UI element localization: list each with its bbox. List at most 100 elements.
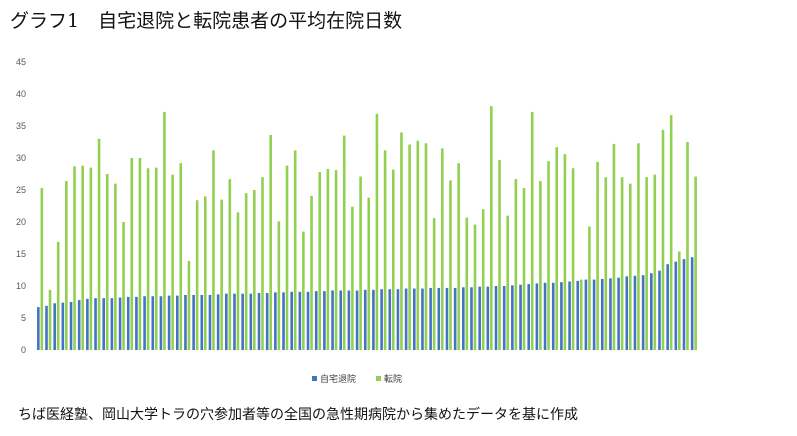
bar-transfer: [432, 218, 436, 350]
bar-transfer: [596, 161, 599, 350]
bar-home-discharge: [77, 300, 81, 350]
bar-home-discharge: [478, 286, 481, 350]
bar-transfer: [171, 174, 174, 350]
bar-transfer: [105, 174, 109, 350]
y-tick-label: 40: [16, 89, 26, 99]
bar-transfer: [40, 188, 44, 350]
bar-transfer: [637, 143, 640, 350]
bar-transfer: [490, 106, 493, 350]
bar-transfer: [89, 167, 93, 350]
bar-transfer: [645, 177, 648, 350]
bar-transfer: [138, 158, 142, 350]
bar-transfer: [408, 144, 411, 350]
bar-transfer: [277, 221, 281, 350]
bar-transfer: [130, 158, 134, 350]
bar-transfer: [530, 111, 534, 350]
bar-transfer: [612, 143, 616, 350]
bar-home-discharge: [674, 261, 678, 350]
bar-home-discharge: [380, 289, 383, 350]
bar-transfer: [73, 166, 76, 350]
legend-label: 自宅退院: [320, 373, 356, 385]
bar-transfer: [310, 195, 313, 350]
bar-home-discharge: [388, 289, 392, 350]
bar-home-discharge: [126, 296, 130, 350]
source-note: ちば医経塾、岡山大学トラの穴参加者等の全国の急性期病院から集めたデータを基に作成: [18, 407, 578, 423]
bar-transfer: [302, 231, 305, 350]
bar-home-discharge: [372, 289, 375, 350]
y-tick-label: 35: [16, 121, 26, 131]
bar-home-discharge: [363, 289, 367, 350]
bar-transfer: [473, 224, 477, 350]
bar-transfer: [678, 251, 681, 350]
bar-transfer: [391, 169, 395, 350]
y-tick-label: 45: [16, 57, 26, 67]
bar-transfer: [375, 113, 379, 350]
bar-home-discharge: [584, 279, 588, 350]
bar-home-discharge: [462, 287, 465, 350]
bar-home-discharge: [551, 282, 555, 350]
y-tick-label: 20: [16, 217, 26, 227]
bar-transfer: [187, 261, 191, 350]
bar-home-discharge: [69, 302, 73, 350]
bar-home-discharge: [175, 295, 179, 350]
bar-home-discharge: [184, 294, 187, 350]
bar-transfer: [253, 190, 256, 350]
bar-transfer: [114, 183, 117, 350]
bar-home-discharge: [216, 294, 220, 350]
bar-transfer: [195, 200, 199, 350]
bar-home-discharge: [118, 297, 122, 350]
bar-transfer: [334, 170, 338, 350]
bar-home-discharge: [641, 275, 645, 350]
bar-transfer: [579, 279, 583, 350]
bar-home-discharge: [519, 284, 522, 350]
bar-home-discharge: [151, 296, 155, 350]
bar-home-discharge: [494, 286, 498, 350]
bar-transfer: [514, 179, 518, 350]
bar-home-discharge: [535, 283, 539, 350]
bar-transfer: [441, 148, 444, 350]
bar-transfer: [236, 212, 240, 350]
bar-transfer: [506, 215, 509, 350]
bar-transfer: [367, 197, 371, 350]
bar-transfer: [539, 181, 542, 350]
bar-home-discharge: [396, 289, 400, 350]
bar-transfer: [424, 143, 428, 350]
bar-transfer: [220, 199, 223, 350]
bar-transfer: [522, 188, 526, 350]
bar-home-discharge: [331, 290, 334, 350]
bars: [37, 106, 697, 351]
y-axis: 0 5 10 15 20 25 30 35 40 45: [16, 57, 26, 355]
bar-transfer: [65, 181, 68, 350]
bar-home-discharge: [650, 273, 653, 350]
bar-transfer: [81, 165, 84, 350]
bar-transfer: [228, 179, 232, 350]
bar-transfer: [604, 177, 608, 350]
bar-home-discharge: [61, 302, 65, 350]
bar-home-discharge: [290, 291, 293, 350]
bar-home-discharge: [53, 303, 56, 350]
bar-transfer: [318, 172, 322, 350]
bar-home-discharge: [135, 296, 138, 350]
bar-home-discharge: [568, 281, 571, 350]
bar-home-discharge: [592, 279, 596, 350]
bar-home-discharge: [86, 298, 89, 350]
bar-transfer: [342, 135, 346, 350]
bar-home-discharge: [453, 287, 457, 350]
bar-transfer: [48, 289, 52, 350]
bar-home-discharge: [274, 292, 277, 350]
y-tick-label: 25: [16, 185, 26, 195]
bar-home-discharge: [502, 286, 506, 350]
bar-home-discharge: [404, 288, 408, 350]
bar-home-discharge: [445, 287, 449, 350]
bar-home-discharge: [167, 295, 171, 350]
bar-transfer: [465, 217, 469, 350]
bar-home-discharge: [143, 296, 146, 350]
legend: 自宅退院 転院: [312, 373, 402, 385]
bar-home-discharge: [314, 291, 318, 350]
bar-home-discharge: [265, 293, 269, 350]
bar-transfer: [400, 132, 403, 350]
bar-transfer: [563, 154, 567, 350]
bar-home-discharge: [233, 293, 236, 350]
bar-home-discharge: [437, 287, 441, 350]
bar-transfer: [547, 161, 550, 350]
